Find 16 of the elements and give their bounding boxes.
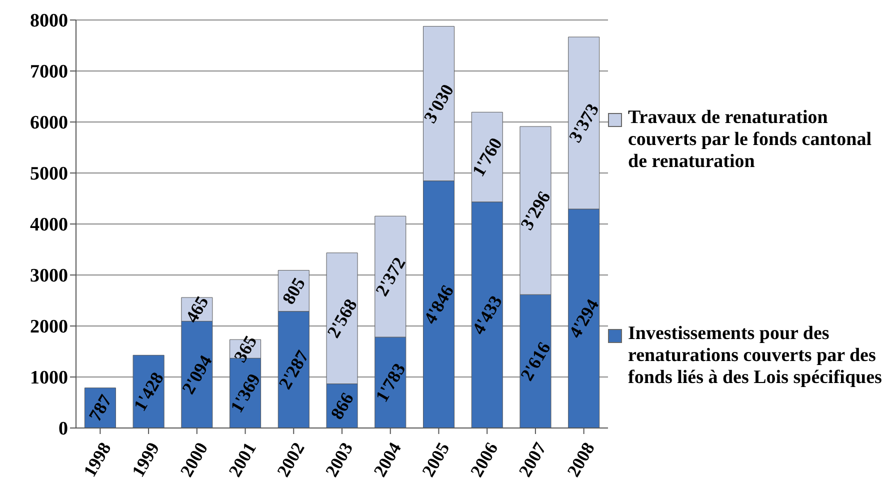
y-tick-label: 8000 — [30, 10, 68, 32]
y-tick-label: 5000 — [30, 164, 68, 185]
data-label: 866 — [326, 389, 358, 423]
data-label: 365 — [230, 332, 261, 366]
y-tick-label: 0 — [58, 418, 68, 440]
y-tick-label: 1000 — [30, 368, 68, 389]
legend-label: Travaux de renaturation couverts par le fonds cantonal de renaturation — [628, 107, 872, 173]
y-tick-label: 2000 — [30, 316, 68, 338]
y-tick-label: 6000 — [30, 112, 68, 134]
data-label: 465 — [182, 292, 212, 326]
data-label: 787 — [84, 391, 116, 425]
y-tick-label: 3000 — [30, 266, 68, 287]
data-label: 805 — [278, 274, 310, 308]
legend-label: Investissements pour des renaturations couverts par des fonds liés à des Lois spécifiques — [628, 323, 883, 389]
y-tick-label: 7000 — [30, 62, 68, 83]
y-tick-label: 4000 — [30, 214, 68, 236]
